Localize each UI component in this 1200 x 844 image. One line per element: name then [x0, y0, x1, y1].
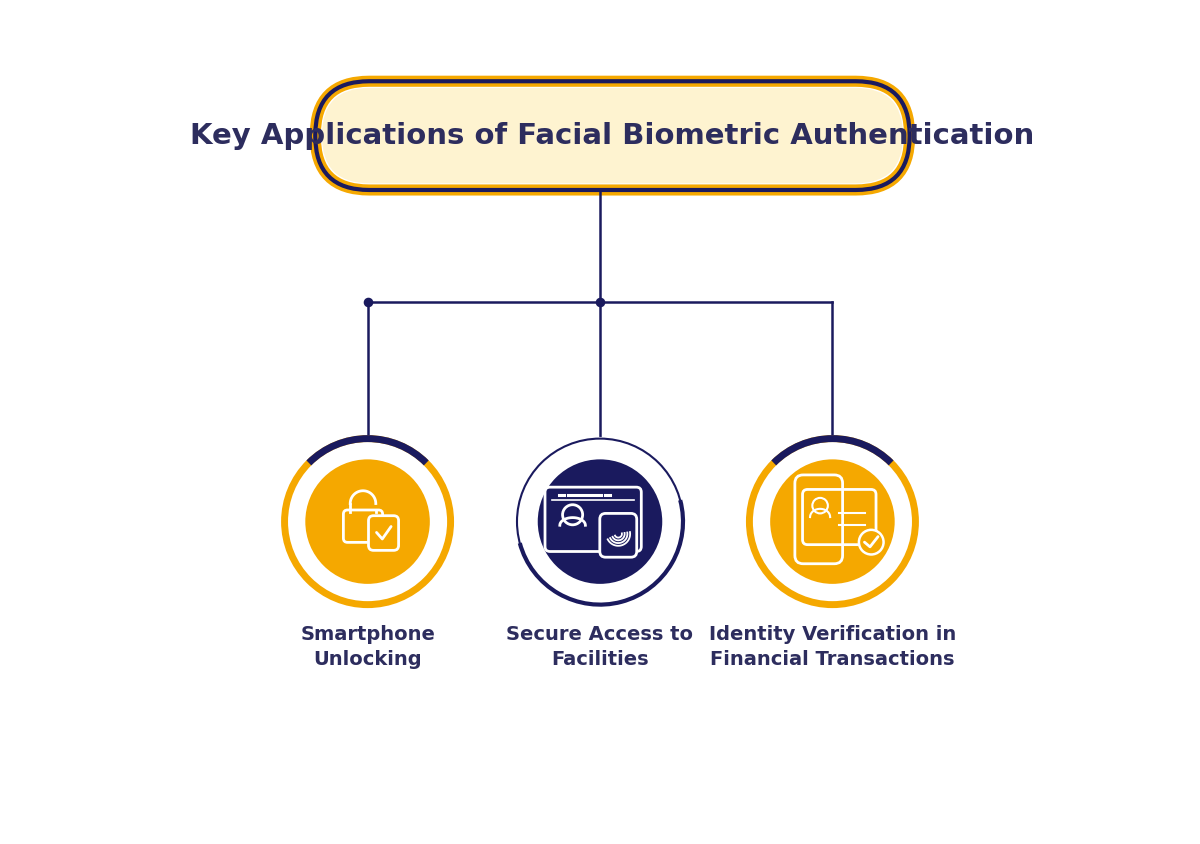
FancyBboxPatch shape: [600, 513, 637, 557]
Text: Key Applications of Facial Biometric Authentication: Key Applications of Facial Biometric Aut…: [191, 122, 1034, 149]
Text: Secure Access to
Facilities: Secure Access to Facilities: [506, 625, 694, 669]
Point: [590, 295, 610, 308]
Circle shape: [748, 437, 917, 606]
Circle shape: [515, 437, 685, 606]
FancyBboxPatch shape: [368, 516, 398, 550]
Circle shape: [770, 459, 895, 584]
FancyBboxPatch shape: [322, 88, 902, 183]
Text: Identity Verification in
Financial Transactions: Identity Verification in Financial Trans…: [709, 625, 956, 669]
Circle shape: [283, 437, 452, 606]
Point: [358, 295, 377, 308]
Circle shape: [538, 459, 662, 584]
Circle shape: [859, 530, 883, 555]
Text: Smartphone
Unlocking: Smartphone Unlocking: [300, 625, 436, 669]
Circle shape: [305, 459, 430, 584]
